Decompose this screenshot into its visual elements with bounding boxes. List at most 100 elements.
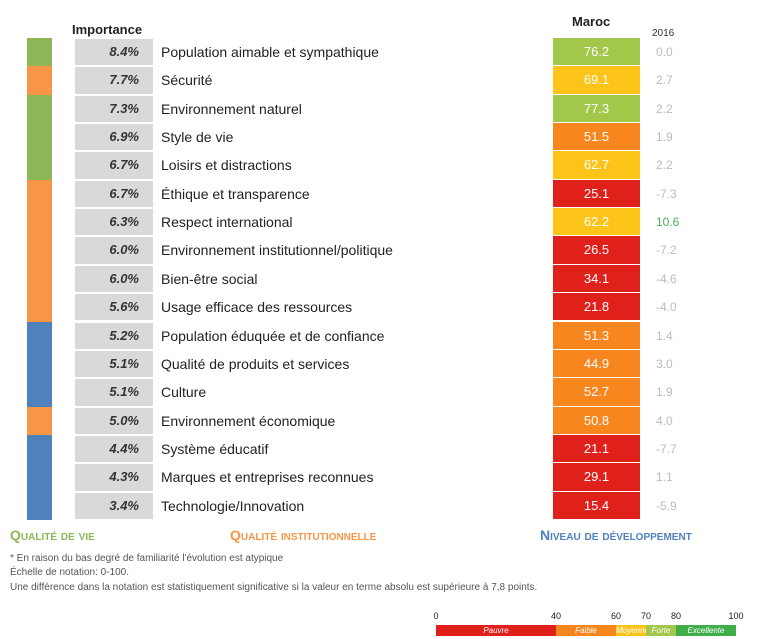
score-cell: 52.7 bbox=[553, 378, 640, 407]
row-label: Style de vie bbox=[161, 129, 234, 146]
importance-cell: 5.2% bbox=[75, 322, 153, 349]
row-label: Loisirs et distractions bbox=[161, 157, 292, 174]
scale-tick: 70 bbox=[640, 611, 651, 621]
group-bar bbox=[27, 208, 52, 237]
score-cell: 51.3 bbox=[553, 321, 640, 350]
group-bar bbox=[27, 378, 52, 408]
row-label: Technologie/Innovation bbox=[161, 497, 305, 514]
change-value: -4.6 bbox=[656, 271, 677, 286]
change-value: 1.4 bbox=[656, 328, 673, 343]
group-title: Qualité institutionnelle bbox=[230, 527, 377, 543]
score-cell: 76.2 bbox=[553, 38, 640, 67]
change-value: -5.9 bbox=[656, 498, 677, 513]
scale-tick: 80 bbox=[670, 611, 681, 621]
group-bar bbox=[27, 123, 52, 152]
group-bar bbox=[27, 321, 52, 351]
importance-cell: 4.4% bbox=[75, 435, 153, 463]
importance-cell: 8.4% bbox=[75, 39, 153, 66]
change-value: 2.2 bbox=[656, 158, 673, 173]
change-value: 10.6 bbox=[656, 215, 680, 230]
group-bar bbox=[27, 264, 52, 294]
group-bar bbox=[27, 94, 52, 124]
importance-cell: 4.3% bbox=[75, 464, 153, 491]
importance-cell: 7.7% bbox=[75, 67, 153, 94]
row-label: Population éduquée et de confiance bbox=[161, 327, 385, 344]
group-bar bbox=[27, 66, 52, 96]
score-cell: 77.3 bbox=[553, 94, 640, 124]
importance-cell: 6.7% bbox=[75, 152, 153, 179]
group-bar bbox=[27, 434, 52, 464]
row-label: Respect international bbox=[161, 214, 293, 231]
importance-cell: 6.3% bbox=[75, 209, 153, 236]
row-label: Éthique et transparence bbox=[161, 185, 310, 202]
group-bar bbox=[27, 349, 52, 379]
row-label: Culture bbox=[161, 384, 207, 401]
scale-band: Faible bbox=[556, 625, 616, 636]
score-cell: 62.2 bbox=[553, 208, 640, 237]
change-value: -7.7 bbox=[656, 441, 677, 456]
footnote: Une différence dans la notation est stat… bbox=[10, 582, 538, 593]
footnote: * En raison du bas degré de familiarité … bbox=[10, 553, 284, 564]
group-title: Qualité de vie bbox=[10, 527, 95, 543]
change-value: 0.0 bbox=[656, 45, 673, 59]
row-label: Usage efficace des ressources bbox=[161, 299, 353, 316]
importance-header: Importance bbox=[72, 22, 143, 37]
row-label: Environnement naturel bbox=[161, 100, 302, 117]
change-value: 1.1 bbox=[656, 470, 673, 485]
group-bar bbox=[27, 293, 52, 322]
score-cell: 51.5 bbox=[553, 123, 640, 152]
country-header: Maroc bbox=[572, 14, 611, 29]
year-header: 2016 bbox=[652, 28, 675, 39]
scale-tick: 40 bbox=[550, 611, 561, 621]
group-bar bbox=[27, 179, 52, 209]
change-value: 1.9 bbox=[656, 385, 673, 400]
importance-cell: 7.3% bbox=[75, 95, 153, 123]
score-cell: 50.8 bbox=[553, 406, 640, 435]
change-value: 2.7 bbox=[656, 73, 673, 88]
group-bar bbox=[27, 151, 52, 181]
change-value: 1.9 bbox=[656, 130, 673, 145]
scale-band: Forte bbox=[646, 625, 676, 636]
score-cell: 29.1 bbox=[553, 463, 640, 492]
row-label: Bien-être social bbox=[161, 270, 258, 287]
importance-cell: 5.6% bbox=[75, 294, 153, 321]
score-cell: 15.4 bbox=[553, 491, 640, 520]
importance-cell: 6.7% bbox=[75, 180, 153, 208]
footnote: Échelle de notation: 0-100. bbox=[10, 567, 129, 578]
row-label: Qualité de produits et services bbox=[161, 355, 350, 372]
group-bar bbox=[27, 406, 52, 436]
score-cell: 26.5 bbox=[553, 236, 640, 265]
score-cell: 62.7 bbox=[553, 151, 640, 180]
group-bar bbox=[27, 236, 52, 266]
score-cell: 21.8 bbox=[553, 293, 640, 322]
row-label: Marques et entreprises reconnues bbox=[161, 469, 374, 486]
group-bar bbox=[27, 491, 52, 521]
score-cell: 21.1 bbox=[553, 434, 640, 464]
scale-tick: 0 bbox=[433, 611, 439, 621]
change-value: -7.2 bbox=[656, 243, 677, 258]
score-cell: 69.1 bbox=[553, 66, 640, 95]
score-cell: 34.1 bbox=[553, 264, 640, 294]
scale-band: Pauvre bbox=[436, 625, 556, 636]
importance-cell: 5.1% bbox=[75, 379, 153, 406]
row-label: Population aimable et sympathique bbox=[161, 44, 379, 60]
change-value: -7.3 bbox=[656, 186, 677, 201]
score-cell: 25.1 bbox=[553, 179, 640, 209]
row-label: Sécurité bbox=[161, 72, 213, 89]
importance-cell: 6.9% bbox=[75, 124, 153, 151]
change-value: 2.2 bbox=[656, 101, 673, 116]
row-label: Environnement institutionnel/politique bbox=[161, 242, 393, 259]
change-value: 4.0 bbox=[656, 413, 673, 428]
importance-cell: 6.0% bbox=[75, 237, 153, 264]
row-label: Système éducatif bbox=[161, 440, 269, 457]
group-bar bbox=[27, 38, 52, 67]
change-value: -4.0 bbox=[656, 300, 677, 315]
score-cell: 44.9 bbox=[553, 349, 640, 379]
scale-tick: 60 bbox=[610, 611, 621, 621]
importance-cell: 5.0% bbox=[75, 407, 153, 434]
scale-tick: 100 bbox=[728, 611, 744, 621]
scale-band: Moyenne bbox=[616, 625, 646, 636]
group-bar bbox=[27, 463, 52, 493]
importance-cell: 3.4% bbox=[75, 492, 153, 519]
